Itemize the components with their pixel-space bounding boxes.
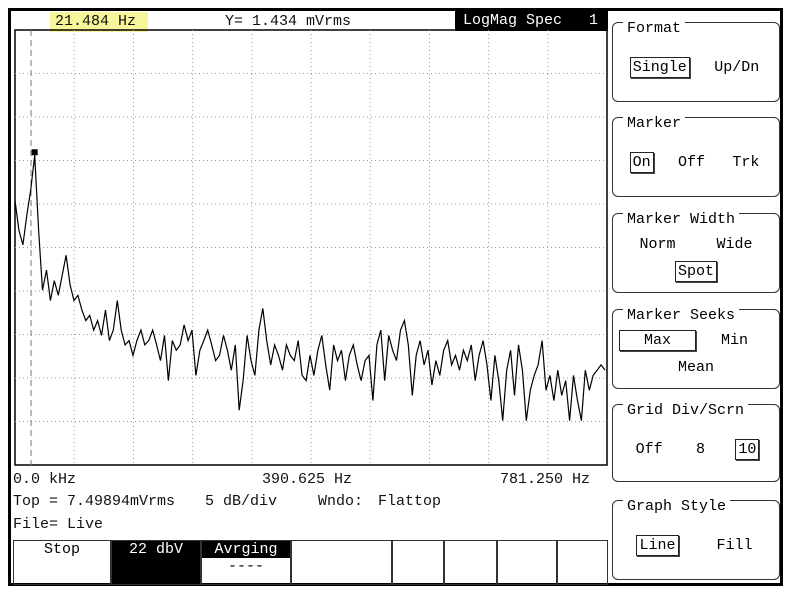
menu-option[interactable]: Max (619, 330, 696, 351)
menu-title: Format (623, 20, 686, 37)
softkey-label: Stop (43, 541, 80, 558)
softkey[interactable]: 22 dbV (111, 540, 201, 585)
menu-option[interactable]: 8 (695, 441, 705, 458)
scale: 5 dB/div (205, 493, 278, 510)
softkey[interactable] (557, 540, 608, 585)
trace-title-box (455, 11, 608, 31)
softkey-label: 22 dbV (128, 541, 183, 558)
x-end-label: 781.250 Hz (500, 471, 591, 488)
menu-title: Marker Width (623, 211, 740, 228)
menu-option[interactable]: Off (635, 441, 663, 458)
trace-title: LogMag Spec (463, 12, 563, 29)
marker-y: Y= 1.434 mVrms (225, 13, 352, 30)
menu-option[interactable]: Wide (716, 236, 753, 253)
menu-option[interactable]: Trk (732, 154, 760, 171)
menu-option[interactable]: Single (629, 57, 690, 78)
marker-symbol (31, 149, 38, 156)
menu-title: Graph Style (623, 498, 731, 515)
menu-option[interactable]: Off (677, 154, 705, 171)
softkey[interactable] (444, 540, 497, 585)
menu-marker-seeks: Marker Seeks Max Min Mean (612, 307, 780, 389)
menu-marker: Marker On Off Trk (612, 115, 780, 197)
menu-option[interactable]: On (629, 152, 654, 173)
softkey[interactable]: Avrging ---- (201, 540, 291, 585)
menu-option[interactable]: Min (720, 332, 748, 349)
top-reference: Top = 7.49894mVrms (13, 493, 176, 510)
menu-option[interactable]: Up/Dn (714, 59, 760, 76)
softkey[interactable]: Stop (13, 540, 111, 585)
marker-x: 21.484 Hz (55, 13, 137, 30)
trace-number: 1 (589, 12, 599, 29)
marker-highlight (50, 12, 148, 32)
softkey[interactable] (392, 540, 444, 585)
menu-title: Marker (623, 115, 686, 132)
menu-option[interactable]: Spot (674, 261, 717, 282)
window-label: Wndo: (318, 493, 364, 510)
softkey[interactable] (291, 540, 392, 585)
menu-grid: Grid Div/Scrn Off 8 10 (612, 402, 780, 482)
menu-marker-width: Marker Width Norm Wide Spot (612, 211, 780, 293)
menu-title: Marker Seeks (623, 307, 740, 324)
softkey-label: Avrging (202, 541, 290, 558)
softkey[interactable] (497, 540, 557, 585)
menu-option[interactable]: Mean (677, 359, 714, 376)
file: File= Live (13, 516, 104, 533)
menu-option[interactable]: Line (636, 535, 679, 556)
menu-title: Grid Div/Scrn (623, 402, 749, 419)
softkey-sub: ---- (227, 558, 264, 575)
menu-option[interactable]: 10 (735, 439, 760, 460)
menu-graph-style: Graph Style Line Fill (612, 498, 780, 580)
spectrum-graph (14, 29, 608, 466)
menu-option[interactable]: Norm (639, 236, 676, 253)
menu-format: Format Single Up/Dn (612, 20, 780, 102)
spectrum-trace (14, 155, 606, 421)
x-start-label: 0.0 kHz (13, 471, 77, 488)
window: Flattop (378, 493, 442, 510)
x-mid-label: 390.625 Hz (262, 471, 353, 488)
menu-option[interactable]: Fill (716, 537, 753, 554)
